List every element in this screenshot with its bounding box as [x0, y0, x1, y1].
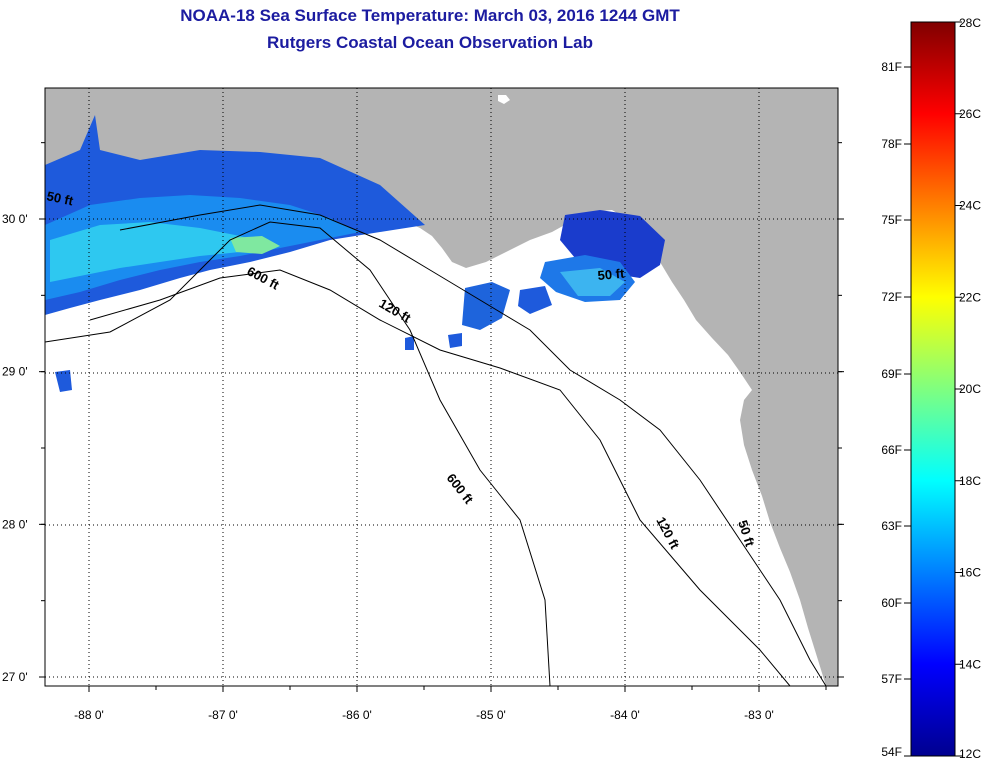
cbar-f-label: 75F [881, 213, 902, 227]
lon-tick-label: -83 0' [744, 708, 774, 722]
isobaths [45, 204, 827, 686]
map-subtitle: Rutgers Coastal Ocean Observation Lab [267, 33, 593, 52]
cbar-c-label: 22C [959, 290, 981, 304]
cbar-f-label: 72F [881, 290, 902, 304]
lat-tick-label: 27 0' [2, 670, 28, 684]
cbar-f-label: 78F [881, 137, 902, 151]
lat-tick-label: 30 0' [2, 212, 28, 226]
cbar-c-label: 20C [959, 382, 981, 396]
lon-tick-label: -88 0' [74, 708, 104, 722]
cbar-c-label: 18C [959, 474, 981, 488]
land-florida [45, 88, 838, 686]
cbar-f-label: 66F [881, 443, 902, 457]
cbar-c-label: 28C [959, 16, 981, 30]
cbar-c-label: 14C [959, 657, 981, 671]
cbar-f-label: 63F [881, 519, 902, 533]
sst-data [45, 115, 665, 392]
map-title: NOAA-18 Sea Surface Temperature: March 0… [180, 6, 680, 25]
cbar-c-label: 12C [959, 747, 981, 761]
cbar-c-label: 16C [959, 566, 981, 580]
cbar-f-label: 60F [881, 596, 902, 610]
land-speck [498, 95, 510, 104]
cbar-f-label: 57F [881, 672, 902, 686]
cbar-c-label: 26C [959, 107, 981, 121]
cbar-f-label: 81F [881, 60, 902, 74]
lon-tick-label: -85 0' [476, 708, 506, 722]
cbar-f-label: 69F [881, 367, 902, 381]
cbar-c-label: 24C [959, 199, 981, 213]
lon-tick-label: -87 0' [208, 708, 238, 722]
map-axes: -88 0' -87 0' -86 0' -85 0' -84 0' -83 0' 30 0… [2, 142, 844, 722]
graticule [45, 88, 838, 686]
lat-tick-label: 28 0' [2, 517, 28, 531]
lon-tick-label: -86 0' [342, 708, 372, 722]
lon-tick-label: -84 0' [610, 708, 640, 722]
cbar-f-label: 54F [881, 745, 902, 759]
contour-label: 50 ft [597, 266, 626, 283]
lat-tick-label: 29 0' [2, 365, 28, 379]
colorbar-ticks: 81F 78F 75F 72F 69F 66F 63F 60F 57F 54F 28C 26C 24C 2… [881, 16, 981, 761]
colorbar [910, 21, 956, 757]
map-frame [44, 87, 839, 687]
contour-label: 50 ft [45, 188, 75, 208]
